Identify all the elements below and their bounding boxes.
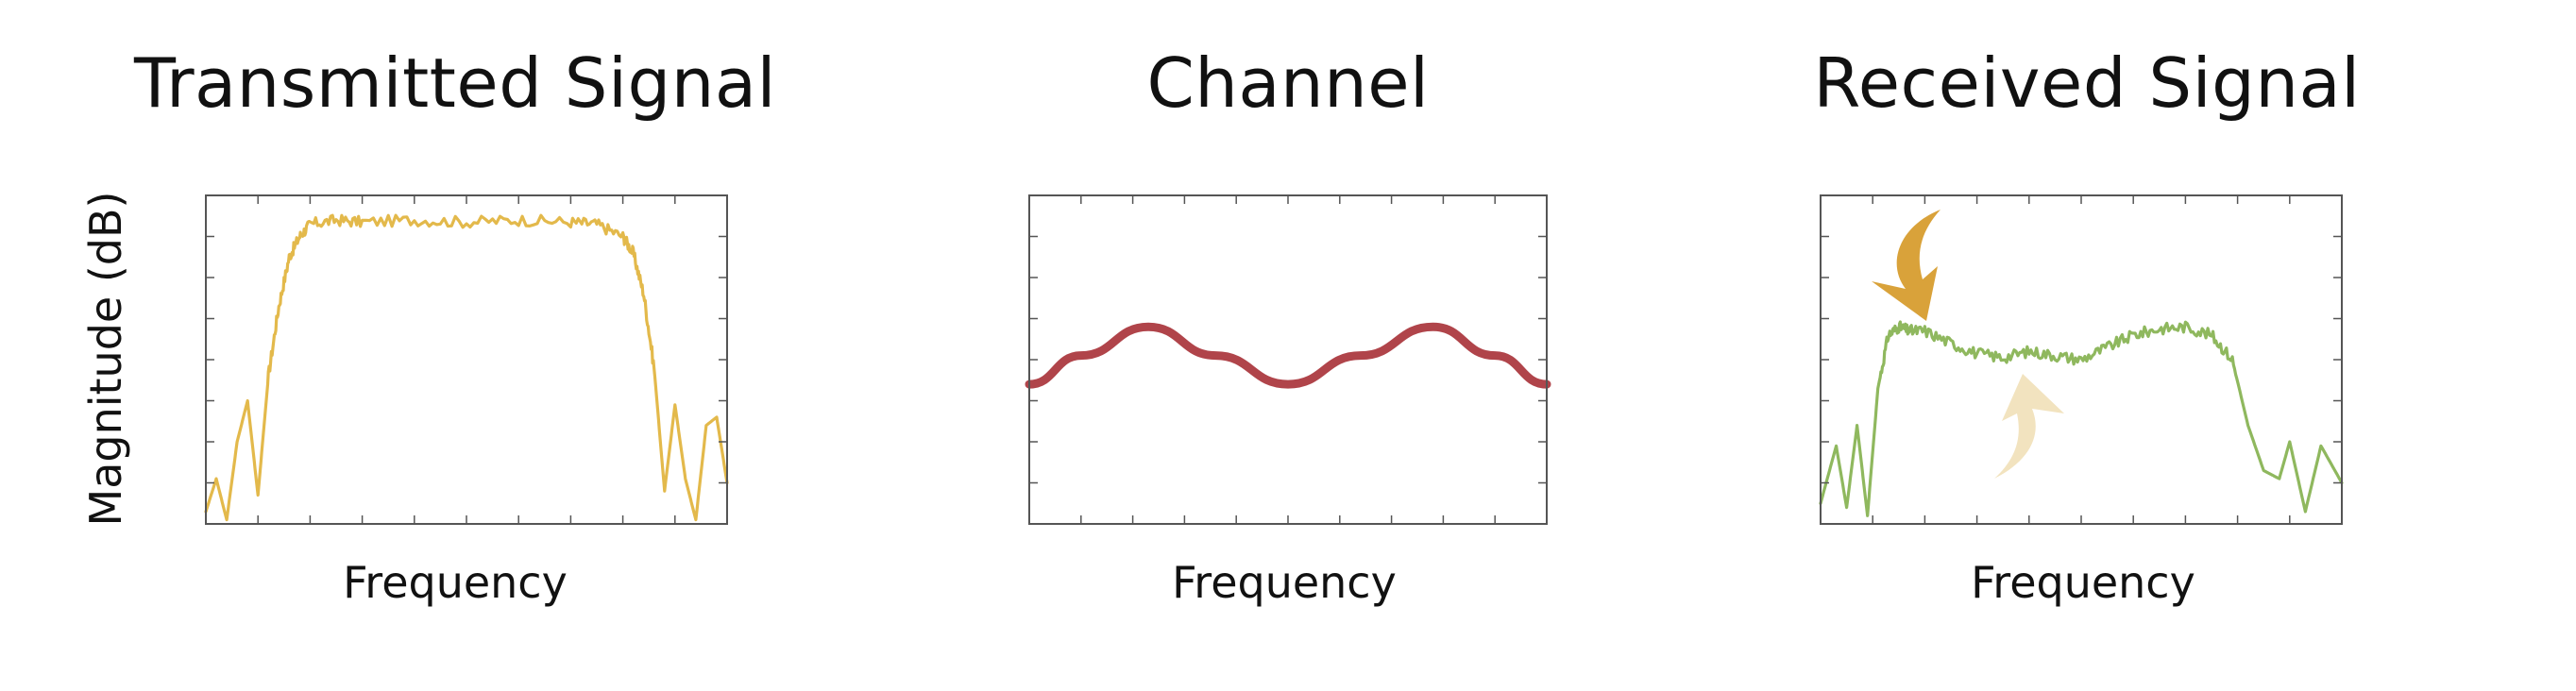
series-line-channel xyxy=(1025,322,1551,389)
plot-transmitted xyxy=(204,194,729,525)
chart-title-transmitted: Transmitted Signal xyxy=(134,43,776,123)
series-line-transmitted xyxy=(204,213,729,522)
curved-arrow-down-icon xyxy=(1872,210,1940,321)
curved-arrow-up-icon xyxy=(1994,374,2064,479)
plot-channel xyxy=(1025,194,1551,525)
x-axis-label-channel: Frequency xyxy=(1172,557,1397,608)
chart-title-channel: Channel xyxy=(1146,43,1430,123)
x-axis-label-transmitted: Frequency xyxy=(343,557,568,608)
plot-frame xyxy=(1028,194,1548,525)
plot-frame xyxy=(205,194,728,525)
x-axis-label-received: Frequency xyxy=(1971,557,2195,608)
series-line-received xyxy=(1819,320,2344,517)
chart-title-received: Received Signal xyxy=(1813,43,2361,123)
plot-received xyxy=(1819,194,2344,525)
